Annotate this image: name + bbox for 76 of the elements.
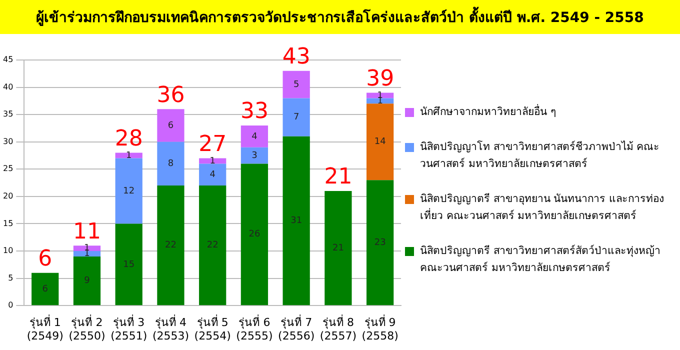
y-tick-label: 15 xyxy=(2,218,14,228)
y-tick-label: 45 xyxy=(2,55,14,64)
data-label: 31 xyxy=(290,216,302,226)
legend-label: นิสิตปริญญาโท สาขาวิทยาศาสตร์ชีวภาพป่าไม้ คณะวนศาสตร์ มหาวิทยาลัยเกษตรศาสตร์ xyxy=(420,140,661,172)
x-tick-label: รุ่นที่ 7 (2556) xyxy=(278,314,315,342)
data-label: 9 xyxy=(84,276,90,286)
bar xyxy=(366,104,394,180)
total-label: 21 xyxy=(324,164,352,190)
bar xyxy=(73,246,101,252)
total-label: 43 xyxy=(282,44,310,70)
bar xyxy=(240,125,268,148)
data-label: 4 xyxy=(252,132,258,142)
x-tick-label: รุ่นที่ 5 (2554) xyxy=(194,314,231,342)
bar xyxy=(366,98,394,104)
data-label: 1 xyxy=(210,156,216,166)
data-label: 6 xyxy=(168,120,174,131)
data-label: 6 xyxy=(42,284,48,294)
y-tick-label: 10 xyxy=(2,246,14,256)
bar xyxy=(115,224,142,306)
x-tick-label: รุ่นที่ 6 (2555) xyxy=(236,314,273,342)
data-label: 12 xyxy=(123,186,135,196)
x-tick-label: รุ่นที่ 9 (2558) xyxy=(362,314,398,342)
data-label: 7 xyxy=(293,112,300,123)
x-tick-label: รุ่นที่ 8 (2557) xyxy=(320,314,356,342)
total-label: 6 xyxy=(38,246,52,272)
y-tick-label: 5 xyxy=(8,273,14,282)
data-label: 22 xyxy=(164,240,176,251)
data-label: 5 xyxy=(293,80,300,90)
data-label: 21 xyxy=(332,243,344,254)
bar xyxy=(282,136,310,306)
y-tick-label: 30 xyxy=(2,136,14,146)
x-tick-label: รุ่นที่ 2 (2550) xyxy=(68,314,106,342)
y-tick-label: 0 xyxy=(8,300,14,310)
data-label: 8 xyxy=(168,159,174,170)
bar xyxy=(73,256,101,306)
total-label: 36 xyxy=(156,82,185,108)
y-tick-label: 25 xyxy=(2,164,14,174)
total-label: 39 xyxy=(366,66,394,92)
total-label: 27 xyxy=(198,132,227,157)
data-label: 14 xyxy=(374,137,386,148)
legend-label: นิสิตปริญญาตรี สาขาวิทยาศาสตร์สัตว์ป่าและทุ่งหญ้า คณะวนศาสตร์ มหาวิทยาลัยเกษตรศาสตร์ xyxy=(420,244,662,276)
data-label: 1 xyxy=(126,150,132,161)
chart-title: ผู้เข้าร่วมการฝึกอบรมเทคนิคการตรวจวัดประชากรเสือโคร่งและสัตว์ป่า ตั้งแต่ปี พ.ศ. 2549 - 2558 xyxy=(0,0,680,34)
bar xyxy=(199,186,226,306)
legend-label: นิสิตปริญญาตรี สาขาอุทยาน นันทนาการ และการท่องเที่ยว คณะวนศาสตร์ มหาวิทยาลัยเกษตรศาสตร์ xyxy=(420,192,666,224)
legend-label: นักศึกษาจากมหาวิทยาลัยอื่น ๆ xyxy=(420,104,556,120)
bar xyxy=(199,158,226,164)
x-tick-label: รุ่นที่ 1 (2549) xyxy=(26,314,64,342)
data-label: 26 xyxy=(248,230,260,240)
bar xyxy=(157,186,184,306)
bar xyxy=(73,251,101,256)
bar xyxy=(240,147,268,164)
y-tick-label: 35 xyxy=(2,110,14,119)
bar xyxy=(115,158,142,224)
data-label: 15 xyxy=(123,260,135,270)
total-label: 11 xyxy=(72,219,101,244)
bar xyxy=(366,180,394,306)
y-tick-label: 40 xyxy=(2,82,14,92)
bar xyxy=(240,164,268,306)
x-tick-label: รุ่นที่ 4 (2553) xyxy=(152,314,190,342)
bar xyxy=(282,70,310,98)
data-label: 4 xyxy=(210,170,216,180)
bar xyxy=(366,92,394,98)
bar xyxy=(199,164,226,186)
data-label: 22 xyxy=(206,240,218,251)
bar xyxy=(282,98,310,136)
x-tick-label: รุ่นที่ 3 (2551) xyxy=(110,314,148,342)
total-label: 28 xyxy=(114,126,143,152)
bar xyxy=(157,109,184,142)
bar xyxy=(324,190,352,306)
y-tick-label: 20 xyxy=(2,192,14,201)
bar xyxy=(32,272,59,306)
data-label: 3 xyxy=(252,150,258,161)
bar xyxy=(157,142,184,186)
data-label: 23 xyxy=(374,238,386,248)
total-label: 33 xyxy=(240,99,268,124)
